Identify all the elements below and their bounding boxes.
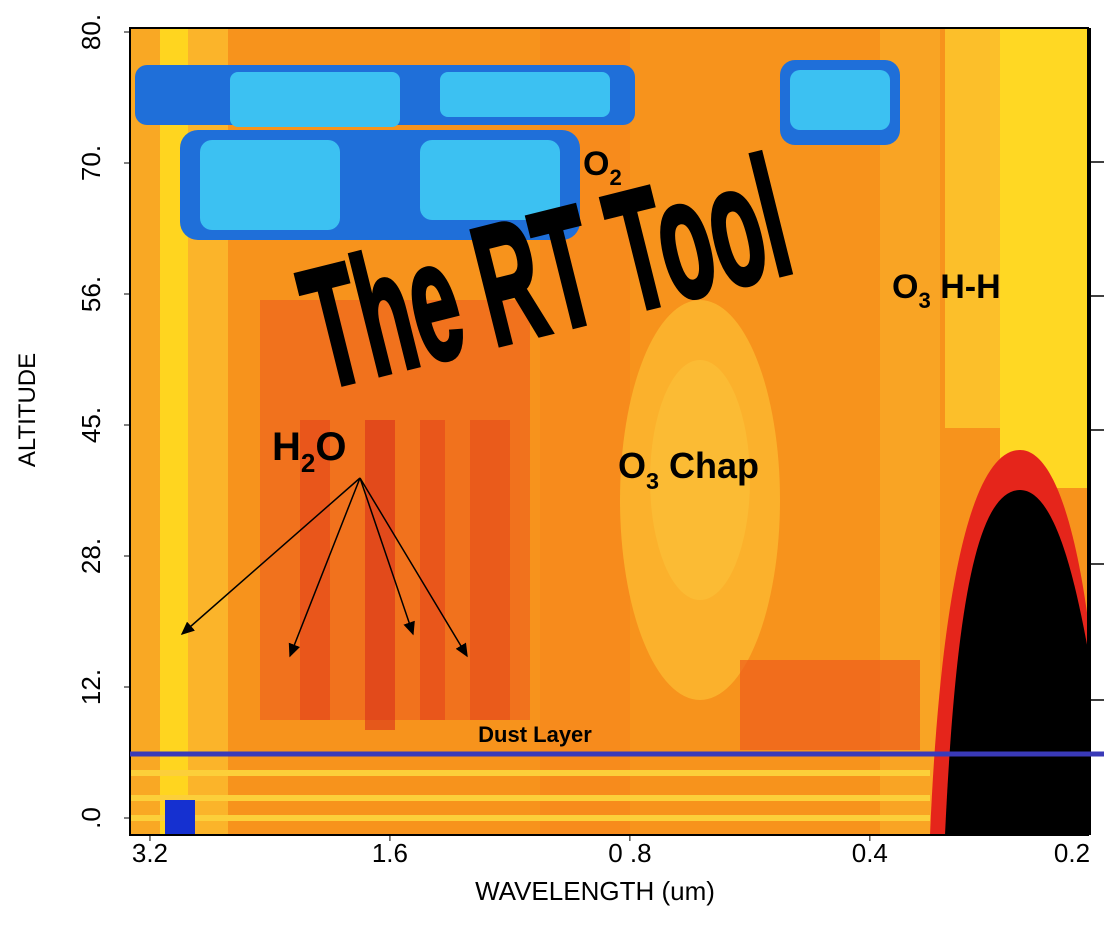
annotation-rest: O — [315, 425, 346, 469]
annotation: Dust Layer — [478, 722, 592, 747]
annotation-base: O — [892, 268, 918, 306]
x-tick-label: 1.6 — [372, 838, 408, 868]
y-tick-label: 70. — [76, 145, 106, 181]
annotation-base: O — [583, 145, 609, 183]
annotation: O3 Chap — [618, 445, 759, 494]
plot-frame — [129, 27, 1089, 836]
annotation-base: H — [272, 425, 301, 469]
right-panel-ticks — [1090, 161, 1104, 701]
annotation-rest: H-H — [931, 268, 1001, 306]
arrows — [180, 477, 468, 658]
annotation-sub: 3 — [918, 288, 930, 313]
annotation-sub: 2 — [609, 165, 621, 190]
annotation: H2O — [272, 425, 346, 478]
x-tick-label: 0 .8 — [608, 838, 651, 868]
y-tick-label: 12. — [76, 669, 106, 705]
y-axis-title: ALTITUDE — [14, 353, 41, 467]
x-axis-title: WAVELENGTH (um) — [475, 876, 715, 906]
y-tick-label: 28. — [76, 538, 106, 574]
y-tick-label: 45. — [76, 407, 106, 443]
annotation: O2 — [583, 145, 622, 190]
annotation-rest: Chap — [659, 445, 759, 486]
x-tick-label: 0.4 — [852, 838, 888, 868]
y-tick-label: 56. — [76, 276, 106, 312]
y-tick-label: 80. — [76, 14, 106, 50]
annotation-base: O — [618, 445, 646, 486]
y-tick-label: .0 — [76, 807, 106, 829]
x-tick-label: 3.2 — [132, 838, 168, 868]
field-image — [130, 28, 1088, 835]
x-tick-label: 0.2 — [1054, 838, 1090, 868]
annotation-sub: 2 — [301, 448, 315, 478]
annotation-sub: 3 — [646, 468, 659, 494]
annotation: O3 H-H — [892, 268, 1001, 313]
